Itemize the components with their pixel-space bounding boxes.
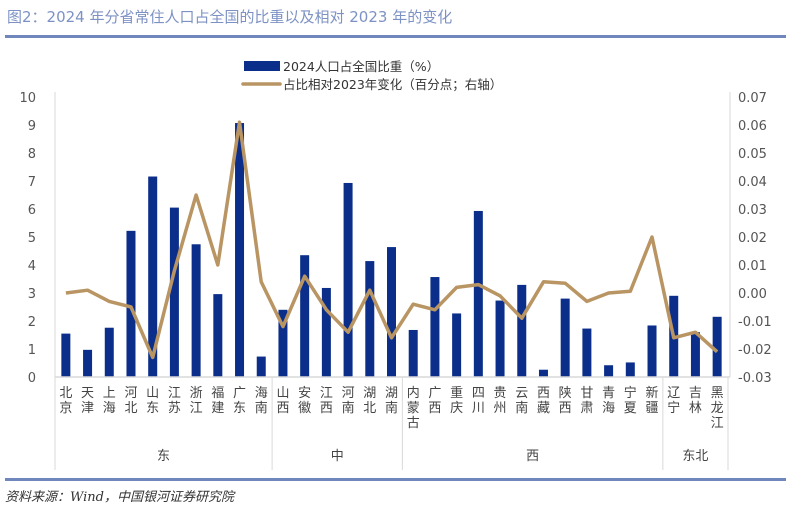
right-tick-label: -0.03 (738, 371, 772, 386)
category-label: 陕西 (559, 386, 572, 416)
bar-浙江 (191, 244, 201, 377)
category-label: 福建 (211, 386, 224, 416)
footer-rule (5, 478, 786, 481)
category-label: 广西 (428, 386, 441, 416)
right-tick-label: 0.06 (738, 119, 767, 134)
bar-江西 (321, 287, 331, 377)
category-label: 安徽 (298, 386, 311, 416)
bar-上海 (104, 327, 114, 377)
category-label: 广东 (233, 386, 246, 416)
category-label: 江苏 (168, 386, 181, 416)
right-tick-label: 0.05 (738, 147, 767, 162)
category-label: 宁夏 (624, 385, 637, 416)
category-label: 湖北 (363, 386, 376, 416)
bar-福建 (213, 294, 223, 377)
legend-bar-label: 2024人口占全国比重（%） (283, 59, 439, 74)
category-label: 河北 (124, 386, 137, 416)
category-label: 云南 (515, 386, 528, 416)
bar-山东 (148, 176, 158, 377)
bar-四川 (473, 210, 483, 377)
left-tick-label: 5 (28, 231, 36, 246)
right-tick-label: 0.00 (738, 287, 767, 302)
category-label: 北京 (59, 386, 72, 416)
category-label: 河南 (342, 386, 355, 416)
category-label: 山西 (276, 386, 289, 416)
bar-青海 (604, 365, 614, 377)
category-label: 贵州 (494, 386, 507, 416)
bar-广东 (235, 123, 245, 377)
bar-西藏 (538, 369, 548, 377)
category-label: 吉林 (689, 386, 702, 416)
left-tick-label: 10 (19, 91, 36, 106)
bar-天津 (83, 349, 93, 377)
bar-湖北 (365, 261, 375, 377)
bar-湖南 (387, 247, 396, 377)
right-tick-label: 0.03 (738, 203, 767, 218)
left-tick-label: 6 (28, 203, 36, 218)
right-tick-label: 0.02 (738, 231, 767, 246)
category-label: 重庆 (450, 385, 463, 416)
bar-河南 (343, 182, 353, 377)
right-tick-label: 0.01 (738, 259, 767, 274)
bar-安徽 (300, 255, 310, 377)
title-rule (5, 35, 786, 38)
bar-新疆 (647, 325, 657, 377)
right-tick-label: 0.07 (738, 91, 767, 106)
left-tick-label: 9 (28, 119, 36, 134)
group-label: 东北 (682, 449, 708, 464)
bar-内蒙古 (408, 329, 418, 377)
category-label: 浙江 (190, 386, 203, 416)
bar-江苏 (169, 207, 179, 377)
category-label: 内蒙古 (407, 385, 420, 431)
bar-陕西 (560, 298, 570, 377)
category-label: 青海 (602, 386, 615, 416)
left-tick-label: 8 (28, 147, 36, 162)
category-label: 山东 (146, 386, 159, 416)
right-tick-label: -0.01 (738, 315, 772, 330)
right-tick-label: -0.02 (738, 343, 772, 358)
bar-广西 (430, 277, 440, 377)
right-tick-label: 0.04 (738, 175, 767, 190)
left-tick-label: 0 (28, 371, 36, 386)
category-label: 上海 (103, 386, 116, 416)
bar-北京 (61, 333, 71, 377)
left-tick-label: 7 (28, 175, 36, 190)
category-label: 新疆 (646, 385, 659, 416)
bar-吉林 (690, 332, 700, 377)
left-tick-label: 4 (28, 259, 36, 274)
left-tick-label: 3 (28, 287, 36, 302)
category-label: 江西 (320, 386, 333, 416)
bar-重庆 (452, 313, 462, 377)
legend-bar-swatch (244, 61, 280, 71)
bar-甘肃 (582, 328, 592, 377)
bar-海南 (256, 356, 266, 377)
bar-贵州 (495, 300, 505, 377)
bar-云南 (517, 284, 527, 377)
category-label: 湖南 (385, 386, 398, 416)
left-tick-label: 1 (28, 343, 36, 358)
group-label: 中 (331, 449, 344, 464)
group-label: 西 (526, 449, 539, 464)
legend-line-label: 占比相对2023年变化（百分点；右轴） (283, 77, 502, 92)
left-tick-label: 2 (28, 315, 36, 330)
bar-宁夏 (625, 362, 635, 377)
category-label: 甘肃 (580, 386, 593, 416)
category-label: 海南 (255, 386, 268, 416)
group-label: 东 (157, 449, 170, 464)
category-label: 四川 (472, 386, 485, 416)
category-label: 辽宁 (667, 386, 680, 416)
bar-河北 (126, 230, 136, 377)
category-label: 天津 (81, 386, 94, 416)
bar-黑龙江 (712, 316, 722, 377)
chart-title: 图2：2024 年分省常住人口占全国的比重以及相对 2023 年的变化 (7, 8, 453, 26)
category-label: 西藏 (537, 386, 550, 416)
source-note: 资料来源：Wind，中国银河证券研究院 (5, 490, 234, 505)
category-label: 黑龙江 (711, 386, 724, 431)
bar-山西 (278, 309, 288, 377)
